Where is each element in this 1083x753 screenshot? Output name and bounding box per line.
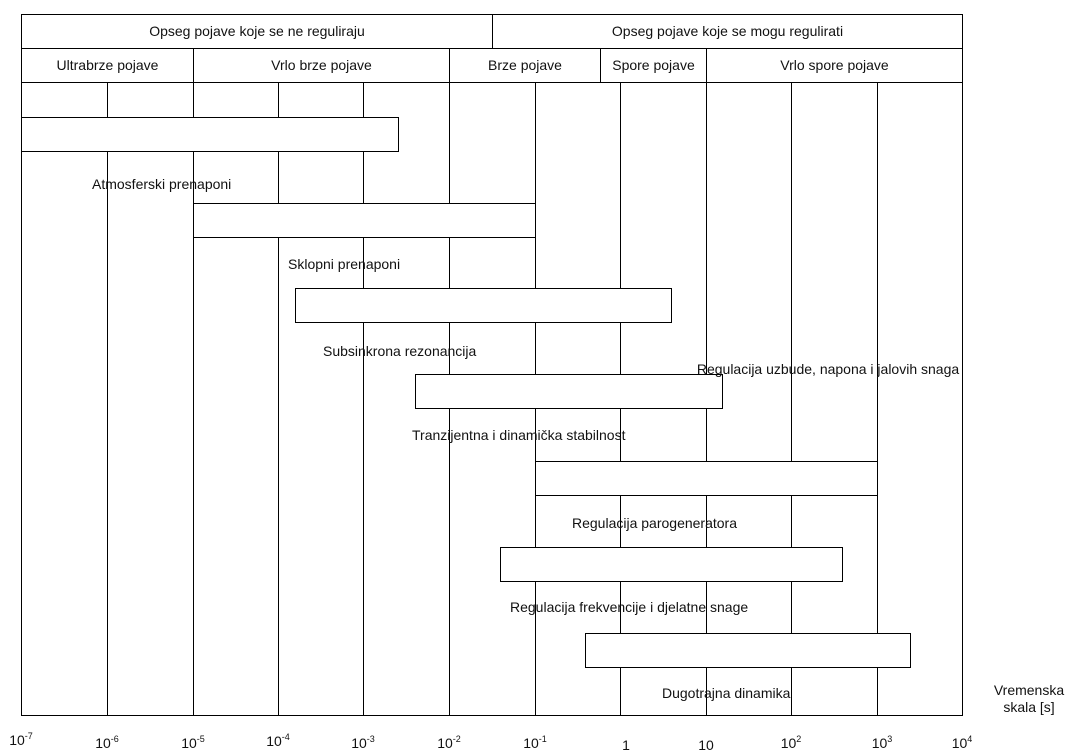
tick-1e-4: 10-4: [266, 732, 290, 749]
tick-1e-1: 10-1: [523, 734, 547, 751]
header-controllable: Opseg pojave koje se mogu regulirati: [611, 23, 844, 39]
axis-title-line2: skala [s]: [1003, 699, 1055, 715]
header-brze: Brze pojave: [488, 57, 562, 73]
tick-1e-6: 10-6: [95, 734, 119, 751]
header-vrlo-brze: Vrlo brze pojave: [271, 57, 372, 73]
label-atmosferski-prenaponi: Atmosferski prenaponi: [92, 176, 232, 192]
label-dugotrajna-dinamika: Dugotrajna dinamika: [662, 685, 791, 701]
tick-1e-3: 10-3: [351, 734, 375, 751]
bar-sklopni: [193, 203, 536, 238]
bar-regulacija-uzbude: [415, 374, 723, 409]
tick-1e-2: 10-2: [437, 734, 461, 751]
header-uncontrolled: Opseg pojave koje se ne reguliraju: [149, 23, 365, 39]
tick-1e3: 103: [871, 734, 893, 751]
label-regulacija-parogeneratora: Regulacija parogeneratora: [572, 515, 737, 531]
label-regulacija-frekvencije: Regulacija frekvencije i djelatne snage: [510, 599, 749, 615]
bar-parogeneratora: [500, 547, 843, 582]
bar-tranzijentna: [535, 461, 878, 496]
label-subsinkrona-rezonancija: Subsinkrona rezonancija: [323, 343, 477, 359]
label-sklopni-prenaponi: Sklopni prenaponi: [288, 256, 401, 272]
header-vrlo-spore: Vrlo spore pojave: [780, 57, 889, 73]
axis-title: Vremenska skala [s]: [978, 682, 1080, 716]
label-regulacija-uzbude: Regulacija uzbude, napona i jalovih snag…: [696, 361, 960, 377]
tick-1e-7: 10-7: [9, 731, 33, 748]
header-ultrabrze: Ultrabrze pojave: [56, 57, 159, 73]
tick-1: 1: [622, 737, 630, 753]
tick-1e-5: 10-5: [181, 734, 205, 751]
label-tranzijentna-stabilnost: Tranzijentna i dinamička stabilnost: [412, 427, 626, 443]
bar-frekvencije: [585, 633, 911, 668]
bar-atmosferski: [21, 117, 399, 152]
bar-subsinkrona: [295, 288, 672, 323]
axis-title-line1: Vremenska: [993, 682, 1065, 698]
tick-1e4: 104: [951, 734, 973, 751]
tick-10: 10: [698, 737, 714, 753]
header-spore: Spore pojave: [612, 57, 695, 73]
tick-1e2: 102: [780, 734, 802, 751]
